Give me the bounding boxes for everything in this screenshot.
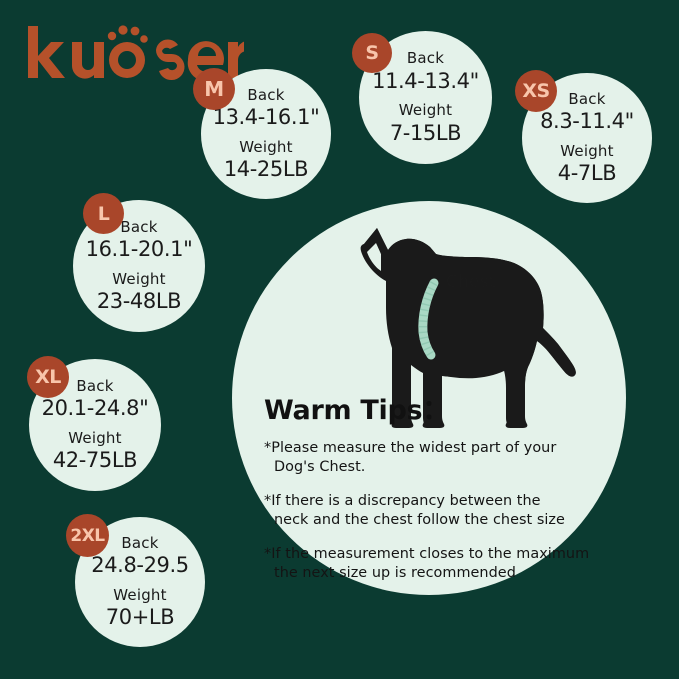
size-badge-xs[interactable]: XS — [515, 70, 557, 112]
size-badge-m[interactable]: M — [193, 68, 235, 110]
back-value: 20.1-24.8" — [41, 396, 149, 421]
weight-label: Weight — [239, 137, 293, 156]
weight-value: 7-15LB — [389, 120, 462, 145]
warm-tips-block: Warm Tips： *Please measure the widest pa… — [264, 388, 608, 598]
tip-line-2: Dog's Chest. — [274, 459, 366, 476]
warm-tip-item: *If the measurement closes to the maximu… — [264, 545, 608, 584]
size-badge-xl[interactable]: XL — [27, 356, 69, 398]
weight-value: 42-75LB — [52, 448, 138, 473]
warm-tip-item: *Please measure the widest part of your … — [264, 439, 608, 478]
back-label: Back — [247, 85, 285, 104]
back-label: Back — [120, 217, 158, 236]
back-label: Back — [406, 49, 445, 67]
weight-label: Weight — [68, 428, 122, 447]
tip-line-1: *If there is a discrepancy between the — [264, 492, 541, 509]
dog-illustration — [330, 228, 590, 438]
warm-tip-item: *If there is a discrepancy between the n… — [264, 492, 608, 531]
weight-label: Weight — [113, 585, 167, 604]
weight-label: Weight — [112, 269, 166, 288]
warm-tips-title: Warm Tips： — [264, 395, 449, 426]
weight-value: 23-48LB — [96, 289, 182, 314]
tip-line-1: *If the measurement closes to the maximu… — [264, 545, 590, 562]
back-value: 24.8-29.5 — [91, 553, 189, 578]
weight-value: 4-7LB — [557, 161, 617, 186]
size-badge-l[interactable]: L — [83, 193, 124, 234]
back-value: 16.1-20.1" — [85, 237, 193, 262]
back-label: Back — [76, 376, 114, 395]
tip-line-1: *Please measure the widest part of your — [264, 440, 557, 456]
weight-label: Weight — [398, 101, 453, 119]
weight-label: Weight — [560, 141, 614, 160]
back-value: 11.4-13.4" — [372, 68, 479, 93]
chest-label: Chest — [446, 272, 496, 292]
size-badge-2xl[interactable]: 2XL — [66, 514, 109, 557]
size-badge-s[interactable]: S — [352, 33, 392, 73]
back-label: Back — [568, 89, 606, 108]
weight-value: 14-25LB — [223, 157, 309, 182]
back-value: 13.4-16.1" — [212, 105, 320, 130]
size-bubble-xl[interactable]: Back 20.1-24.8" Weight 42-75LB — [29, 359, 161, 491]
tip-line-2: the next size up is recommended — [274, 565, 516, 582]
weight-value: 70+LB — [105, 605, 175, 630]
back-label: Back — [121, 533, 159, 552]
back-value: 8.3-11.4" — [540, 109, 634, 134]
dog-silhouette-icon — [360, 228, 576, 428]
tip-line-2: neck and the chest follow the chest size — [274, 512, 565, 529]
